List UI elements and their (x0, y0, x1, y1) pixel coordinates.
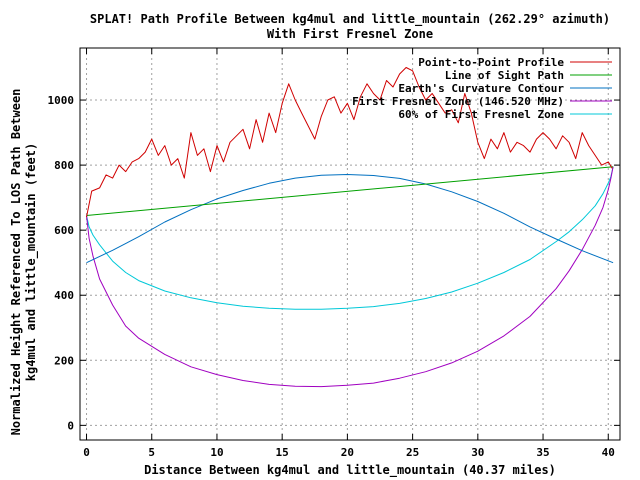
series-line-curvature (86, 174, 614, 264)
x-axis-label: Distance Between kg4mul and little_mount… (144, 463, 556, 478)
x-tick-label: 5 (148, 446, 155, 459)
series-line-fresnel (86, 166, 614, 388)
y-axis-label-line1: Normalized Height Referenced To LOS Path… (9, 89, 23, 436)
y-tick-label: 1000 (48, 94, 75, 107)
series-line-fresnel60 (86, 166, 614, 310)
chart-title-line2: With First Fresnel Zone (267, 27, 433, 41)
grid (80, 48, 620, 440)
series-line-los (86, 166, 614, 216)
x-tick-label: 15 (276, 446, 289, 459)
legend-label-fresnel60: 60% of First Fresnel Zone (398, 108, 564, 121)
y-tick-label: 400 (54, 289, 74, 302)
chart-title-line1: SPLAT! Path Profile Between kg4mul and l… (90, 12, 610, 27)
x-tick-label: 10 (210, 446, 223, 459)
y-tick-label: 600 (54, 224, 74, 237)
y-tick-label: 200 (54, 354, 74, 367)
series-layer (86, 67, 614, 388)
x-tick-label: 35 (536, 446, 549, 459)
legend-label-terrain: Point-to-Point Profile (418, 56, 564, 69)
y-axis-label-line2: kg4mul and little_mountain (feet) (24, 143, 39, 381)
legend-label-fresnel: First Fresnel Zone (146.520 MHz) (352, 95, 564, 108)
plot-frame (79, 47, 621, 441)
legend-label-los: Line of Sight Path (445, 69, 564, 82)
x-tick-label: 25 (406, 446, 419, 459)
x-tick-label: 30 (471, 446, 484, 459)
series-line-terrain (86, 67, 613, 218)
x-tick-label: 40 (602, 446, 615, 459)
x-tick-label: 0 (83, 446, 90, 459)
legend-label-curvature: Earth's Curvature Contour (398, 82, 564, 95)
y-tick-label: 0 (67, 419, 74, 432)
x-tick-label: 20 (341, 446, 354, 459)
y-tick-label: 800 (54, 159, 74, 172)
